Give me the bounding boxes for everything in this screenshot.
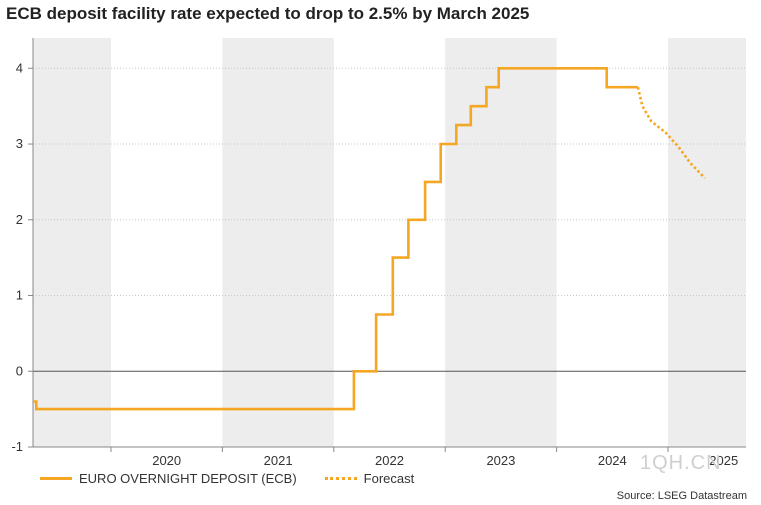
shaded-band-2025 (668, 38, 746, 447)
axes (28, 38, 746, 452)
legend-label-actual: EURO OVERNIGHT DEPOSIT (ECB) (79, 471, 297, 486)
legend-swatch-dotted (324, 477, 357, 480)
series-lines (33, 67, 706, 411)
source-note: Source: LSEG Datastream (616, 490, 747, 502)
watermark: 1QH.CN (640, 452, 722, 474)
x-tick-label: 2020 (152, 453, 181, 468)
series-line-forecast (636, 86, 706, 180)
legend-item-actual: EURO OVERNIGHT DEPOSIT (ECB) (40, 471, 297, 486)
x-tick-label: 2021 (264, 453, 293, 468)
shaded-year-bands (33, 38, 746, 447)
legend-swatch-solid (40, 477, 72, 480)
y-tick-label: -1 (11, 439, 23, 454)
shaded-band-2019 (33, 38, 111, 447)
series-line-actual (33, 67, 638, 411)
y-tick-labels: -1 0 1 2 3 4 (11, 60, 23, 454)
shaded-band-2021 (222, 38, 334, 447)
legend-item-forecast: Forecast (324, 471, 415, 486)
x-tick-label: 2023 (486, 453, 515, 468)
y-tick-label: 1 (16, 288, 23, 303)
y-tick-label: 0 (16, 363, 23, 378)
x-tick-label: 2025 (709, 453, 738, 468)
legend: EURO OVERNIGHT DEPOSIT (ECB) Forecast (40, 471, 442, 486)
x-tick-label: 2022 (375, 453, 404, 468)
x-tick-label: 2024 (598, 453, 627, 468)
gridlines (33, 67, 746, 448)
chart-title: ECB deposit facility rate expected to dr… (6, 4, 530, 23)
y-tick-label: 4 (16, 60, 23, 75)
x-tick-labels: 2020 2021 2022 2023 2024 2025 (152, 453, 738, 468)
legend-label-forecast: Forecast (363, 471, 415, 486)
y-tick-label: 2 (16, 212, 23, 227)
shaded-band-2023 (445, 38, 557, 447)
y-tick-label: 3 (16, 136, 23, 151)
